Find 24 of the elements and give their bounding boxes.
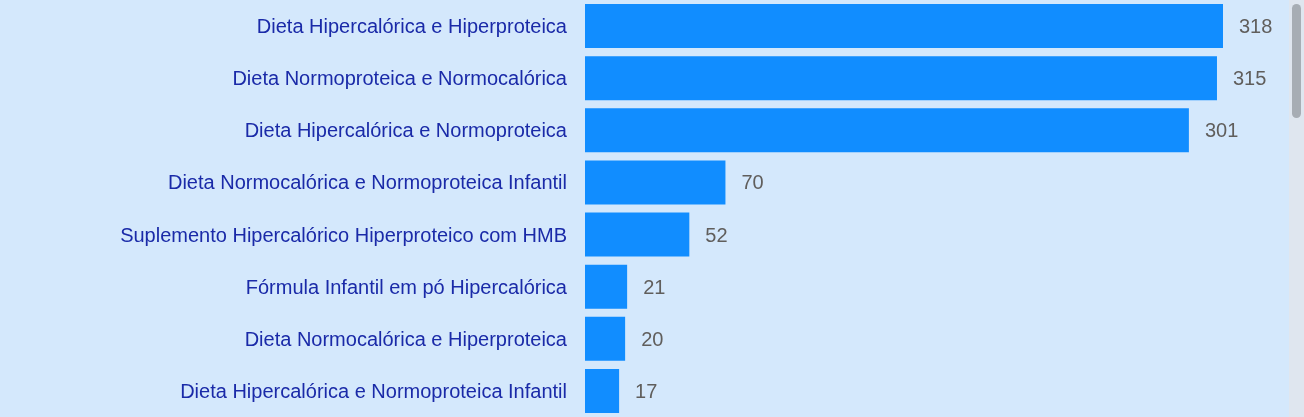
data-label: 21 xyxy=(643,275,666,298)
bar xyxy=(585,56,1217,101)
bar xyxy=(585,316,626,361)
bar xyxy=(585,4,1223,49)
y-tick-label: Dieta Hipercalórica e Normoproteica Infantil xyxy=(180,379,567,402)
data-label: 70 xyxy=(741,171,764,194)
y-tick-label: Dieta Hipercalórica e Hiperproteica xyxy=(256,15,568,38)
bar xyxy=(585,368,620,413)
data-label: 17 xyxy=(635,379,658,402)
data-label: 20 xyxy=(641,327,664,350)
y-tick-label: Dieta Normoproteica e Normocalórica xyxy=(232,67,568,90)
y-tick-label: Dieta Normocalórica e Normoproteica Infantil xyxy=(167,171,567,194)
data-label: 52 xyxy=(705,223,728,246)
y-tick-label: Dieta Hipercalórica e Normoproteica xyxy=(244,119,568,142)
data-label: 318 xyxy=(1239,15,1273,38)
data-label: 301 xyxy=(1204,119,1239,142)
y-tick-label: Suplemento Hipercalórico Hiperproteico com HMB xyxy=(120,223,567,246)
bar xyxy=(585,264,628,309)
y-tick-label: Fórmula Infantil em pó Hipercalórica xyxy=(245,275,568,298)
bar xyxy=(585,160,726,205)
y-tick-label: Dieta Normocalórica e Hiperproteica xyxy=(244,327,568,350)
bar xyxy=(585,108,1189,153)
bar xyxy=(585,212,690,257)
data-label: 315 xyxy=(1232,67,1267,90)
